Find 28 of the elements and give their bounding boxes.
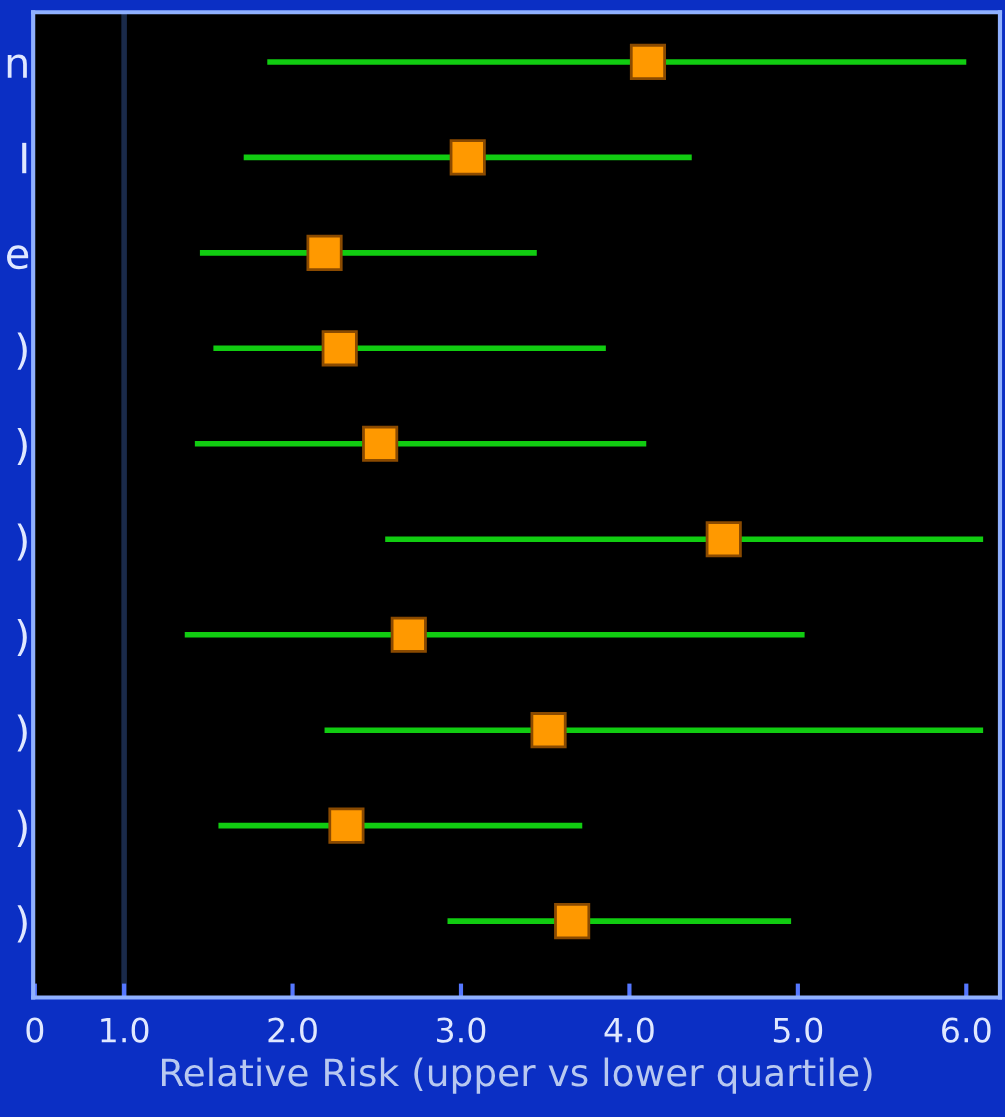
point	[328, 807, 365, 844]
x-tick-label: 0	[26, 1017, 44, 1043]
point	[306, 234, 343, 271]
y-tick-label: )	[17, 714, 27, 752]
point	[554, 903, 591, 940]
point	[390, 616, 427, 653]
y-tick-label: )	[17, 523, 27, 561]
point	[321, 330, 358, 367]
y-tick-label: )	[17, 428, 27, 466]
x-tick-label: 4.0	[604, 1017, 654, 1043]
x-tick-label: 5.0	[773, 1017, 823, 1043]
y-tick-label: e	[7, 245, 29, 270]
x-axis-title: Relative Risk (upper vs lower quartile)	[162, 1057, 872, 1094]
point	[705, 521, 742, 558]
text: 1.0	[101, 1017, 149, 1043]
x-tick-label: 3.0	[437, 1017, 486, 1043]
y-tick-label: n	[7, 54, 27, 78]
y-tick-label: )	[17, 905, 27, 943]
y-tick-label: I	[22, 142, 27, 174]
point	[530, 712, 567, 749]
point	[362, 425, 399, 462]
point	[449, 139, 486, 176]
x-tick-label: 6.0	[942, 1017, 991, 1043]
x-tick-label: 2.0	[268, 1017, 317, 1043]
y-tick-label: )	[17, 809, 27, 847]
y-tick-label: )	[17, 332, 27, 370]
y-tick-label: )	[17, 618, 27, 657]
point	[629, 43, 667, 80]
